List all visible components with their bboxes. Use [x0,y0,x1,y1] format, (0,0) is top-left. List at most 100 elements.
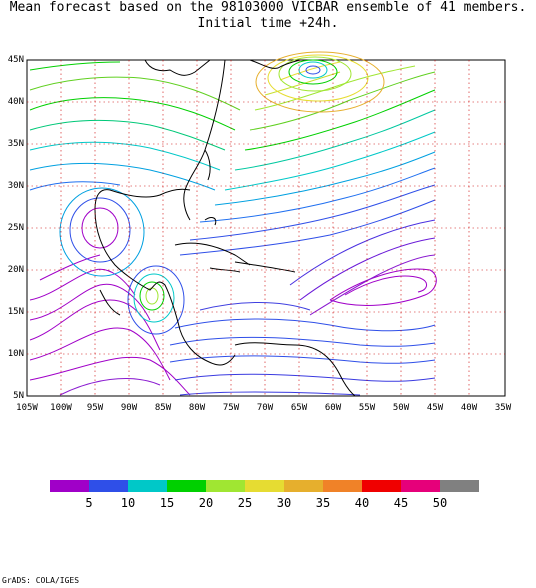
lat-label: 25N [7,223,24,233]
lat-label: 35N [7,139,24,149]
colorbar-label: 5 [85,496,93,510]
coastline [144,59,211,76]
coastline [204,217,217,226]
coastline [249,59,301,69]
coastline [234,261,296,273]
footer-credit: GrADS: COLA/IGES [2,576,80,585]
lon-label: 55W [358,403,376,413]
streamline [139,281,165,311]
coastline [204,149,211,181]
coastline [174,242,251,266]
colorbar-segment [323,480,362,492]
colorbar-label: 45 [393,496,409,510]
map-title-line2: Initial time +24h. [197,16,339,31]
streamline [69,197,131,263]
streamline [298,61,328,79]
colorbar-label: 20 [198,496,214,510]
streamline [29,162,216,191]
streamline [29,61,121,71]
streamline [174,373,436,382]
colorbar-segment [167,480,206,492]
streamline [169,355,436,364]
streamline [255,51,385,113]
streamline [279,61,341,81]
colorbar-segment [206,480,245,492]
streamline [29,76,241,111]
lat-label: 15N [7,307,24,317]
lat-label: 20N [7,265,24,275]
coastline [234,342,356,397]
streamline [329,268,437,306]
coastline [183,59,226,221]
lat-label: 45N [7,55,24,65]
streamline [189,184,436,241]
lon-label: 45W [426,403,444,413]
streamline [174,318,436,332]
streamline [29,299,161,351]
streamline [179,391,361,396]
streamline [145,287,159,305]
streamline [179,199,436,256]
streamline [267,54,369,102]
lon-label: 85W [154,403,172,413]
streamline [199,167,436,223]
streamline [249,71,436,131]
streamline [29,327,171,381]
streamline [305,65,321,75]
lat-label: 10N [7,349,24,359]
graticule [27,60,505,396]
streamline [278,56,352,92]
streamline [234,109,436,171]
streamline [59,187,145,277]
streamline [214,151,436,206]
lon-label: 35W [494,403,512,413]
lon-label: 50W [392,403,410,413]
lon-label: 65W [290,403,308,413]
colorbar-segment [128,480,167,492]
colorbar-label: 15 [159,496,175,510]
streamline [199,302,311,311]
lat-label: 40N [7,97,24,107]
streamline [169,336,436,347]
colorbar-label: 10 [120,496,136,510]
streamline [29,97,236,131]
coastlines [94,59,356,397]
streamline [133,273,175,323]
streamline [309,254,436,316]
streamline [29,283,151,321]
streamline [29,181,121,191]
lon-label: 70W [256,403,274,413]
streamline [29,119,226,151]
streamline [29,356,191,396]
streamline [289,219,436,286]
streamline [29,141,221,171]
lon-label: 105W [16,403,38,413]
streamlines [29,51,437,396]
lon-label: 60W [324,403,342,413]
coastline [94,188,236,366]
map-title-line1: Mean forecast based on the 98103000 VICB… [9,0,527,15]
colorbar-label: 50 [432,496,448,510]
lat-label: 5N [13,391,24,401]
colorbar-segment [401,480,440,492]
streamline [29,268,136,301]
colorbar-segment [50,480,89,492]
lat-label: 30N [7,181,24,191]
lon-label: 80W [188,403,206,413]
colorbar-segment [89,480,128,492]
colorbar-segment [245,480,284,492]
colorbar-label: 25 [237,496,253,510]
lon-label: 90W [120,403,138,413]
lon-label: 100W [50,403,72,413]
colorbar-label: 30 [276,496,292,510]
colorbar-segment [284,480,323,492]
colorbar-segment [362,480,401,492]
streamline [59,377,161,396]
lon-label: 95W [86,403,104,413]
lon-label: 75W [222,403,240,413]
streamline [299,237,436,301]
lon-label: 40W [460,403,478,413]
streamline [224,131,436,191]
colorbar-label: 40 [354,496,370,510]
